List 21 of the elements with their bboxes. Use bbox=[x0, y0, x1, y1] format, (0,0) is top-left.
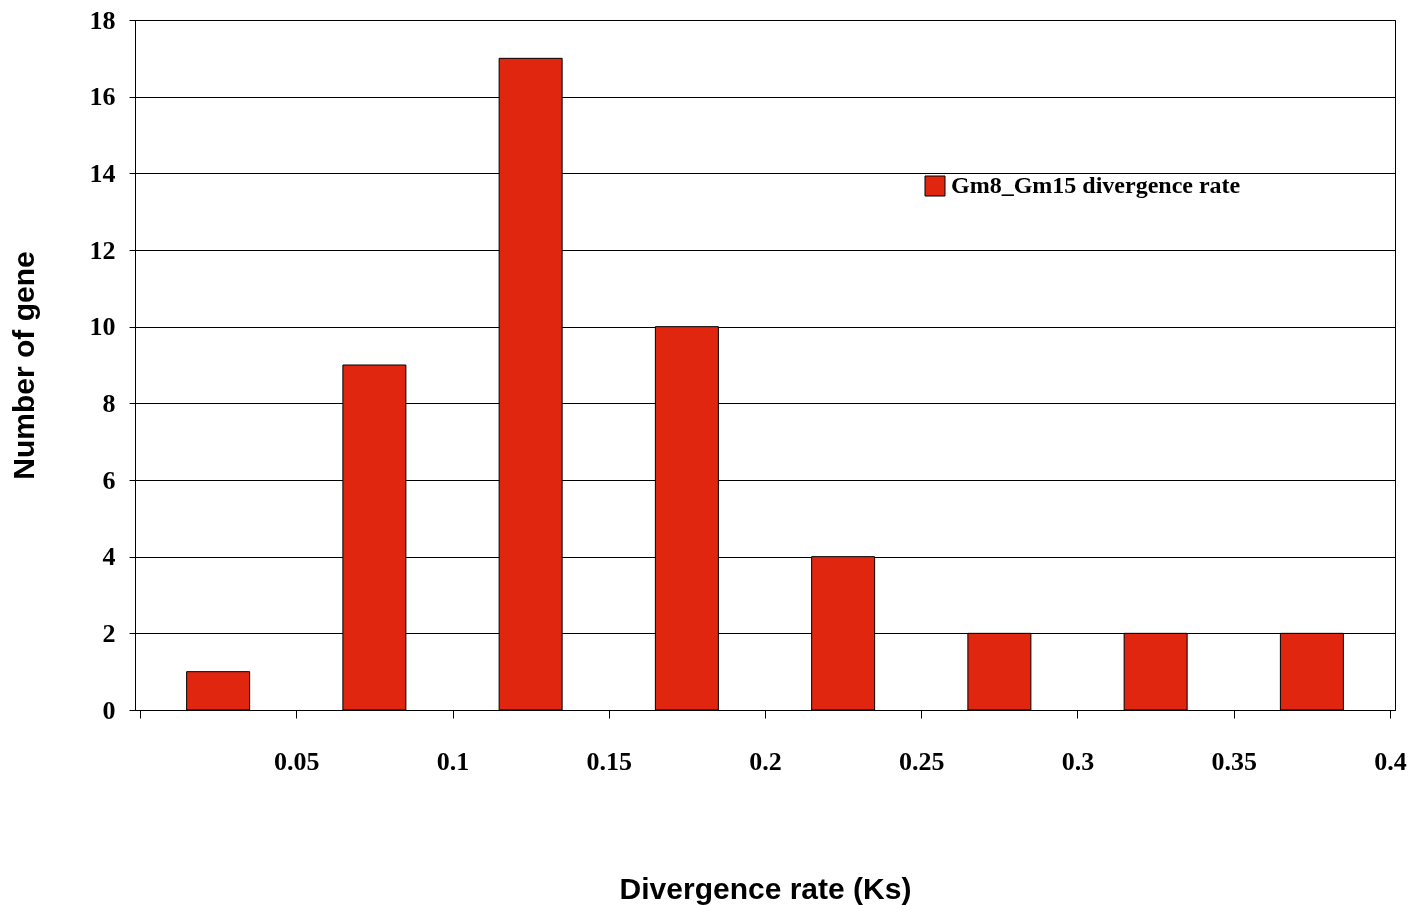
y-tick-label: 16 bbox=[89, 82, 116, 112]
y-tick-label: 8 bbox=[102, 388, 116, 418]
y-tick-label: 0 bbox=[102, 695, 116, 725]
x-tick-label: 0.05 bbox=[274, 746, 320, 776]
x-axis-title: Divergence rate (Ks) bbox=[619, 871, 912, 905]
x-tick-label: 0.3 bbox=[1061, 746, 1095, 776]
y-tick-label: 4 bbox=[102, 542, 116, 572]
y-tick-label: 12 bbox=[89, 235, 116, 265]
x-tick-label: 0.35 bbox=[1211, 746, 1257, 776]
y-tick-label: 14 bbox=[89, 158, 116, 188]
x-tick-label: 0.2 bbox=[749, 746, 782, 776]
y-tick-label: 18 bbox=[89, 5, 116, 35]
x-tick-label: 0.4 bbox=[1374, 746, 1407, 776]
x-tick-label: 0.15 bbox=[586, 746, 632, 776]
y-axis-title: Number of gene bbox=[6, 251, 40, 480]
y-tick-label: 2 bbox=[102, 618, 116, 648]
y-tick-label: 10 bbox=[89, 312, 116, 342]
legend-label: Gm8_Gm15 divergence rate bbox=[951, 172, 1241, 198]
x-tick-label: 0.1 bbox=[436, 746, 470, 776]
y-tick-label: 6 bbox=[102, 465, 116, 495]
x-tick-label: 0.25 bbox=[899, 746, 945, 776]
